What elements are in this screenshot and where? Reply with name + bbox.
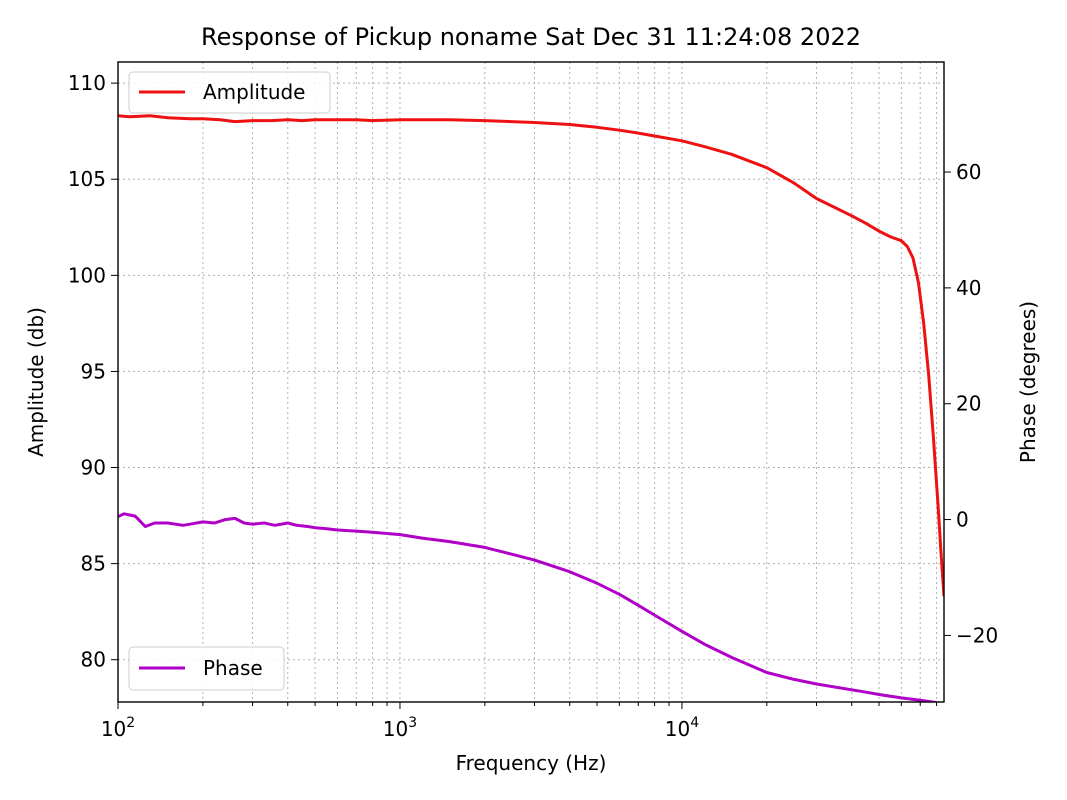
x-tick-label: 103 <box>383 715 417 741</box>
y-left-tick-label: 110 <box>68 71 106 95</box>
y-right-tick-label: 20 <box>956 392 981 416</box>
series-layer <box>118 114 944 702</box>
legend-phase-box <box>128 646 285 691</box>
legend-amplitude: Amplitude <box>128 71 331 114</box>
legend-amplitude-label: Amplitude <box>203 80 306 104</box>
y-left-tick-label: 95 <box>81 359 106 383</box>
y-left-tick-label: 105 <box>68 167 106 191</box>
plot-frame <box>117 61 945 703</box>
y-axis-label-right: Phase (degrees) <box>1016 301 1040 463</box>
y-left-tick-label: 90 <box>81 456 106 480</box>
y-left-tick-label: 100 <box>68 263 106 287</box>
y-left-tick-label: 85 <box>81 552 106 576</box>
y-right-tick-label: 60 <box>956 160 981 184</box>
series-phase-line <box>118 512 937 702</box>
x-axis-label: Frequency (Hz) <box>456 751 607 775</box>
x-tick-label: 102 <box>101 715 135 741</box>
x-tick-label: 104 <box>665 715 699 741</box>
grid <box>117 62 944 702</box>
y-right-tick-label: 40 <box>956 276 981 300</box>
legend-phase: Phase <box>128 646 285 691</box>
y-right-tick-label: 0 <box>956 508 969 532</box>
chart-title: Response of Pickup noname Sat Dec 31 11:… <box>201 23 861 51</box>
y-right-tick-label: −20 <box>956 623 998 647</box>
ticks: 80 85 90 95 100 105 110 −20 0 20 40 60 102 103 104 <box>68 71 998 741</box>
legend-phase-label: Phase <box>203 656 263 680</box>
y-left-tick-label: 80 <box>81 648 106 672</box>
series-amplitude-line <box>118 114 944 597</box>
y-axis-label-left: Amplitude (db) <box>24 307 48 457</box>
legend-amplitude-box <box>128 71 331 114</box>
